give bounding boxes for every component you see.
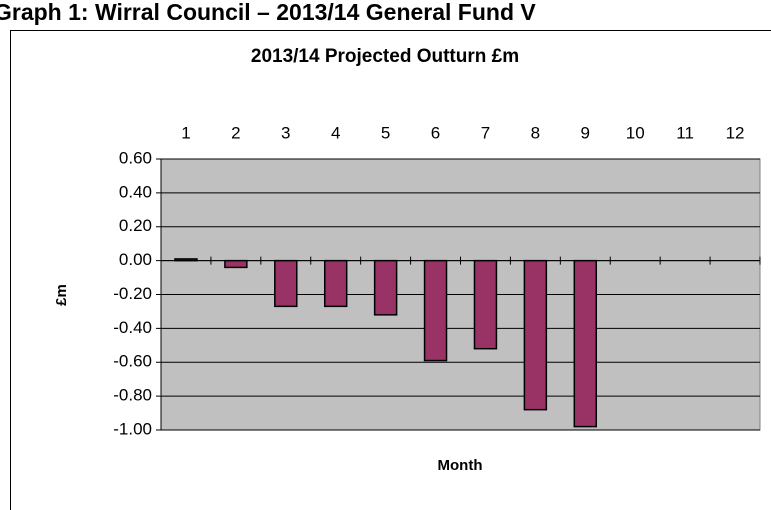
y-tick-label: -0.40 <box>113 318 152 337</box>
bar <box>573 259 598 428</box>
x-tick-label: 7 <box>481 123 490 142</box>
chart-title: 2013/14 Projected Outturn £m <box>251 46 519 67</box>
bar <box>274 259 298 308</box>
x-axis-label: Month <box>438 457 483 474</box>
x-tick-label: 5 <box>381 123 390 142</box>
y-tick-label: 0.00 <box>119 250 152 269</box>
y-tick-label: 0.60 <box>119 148 152 167</box>
bar <box>423 259 448 362</box>
x-tick-label: 8 <box>531 123 540 142</box>
x-tick-label: 3 <box>281 123 290 142</box>
bar <box>323 259 348 308</box>
x-tick-label: 4 <box>331 123 340 142</box>
y-tick-label: -0.20 <box>113 284 152 303</box>
y-tick-label: -0.80 <box>113 386 152 405</box>
y-tick-label: -0.60 <box>113 352 152 371</box>
x-tick-label: 10 <box>626 123 645 142</box>
bar <box>224 259 248 269</box>
y-axis-label: £m <box>53 284 70 306</box>
y-tick-label: 0.40 <box>119 182 152 201</box>
bar <box>523 259 548 411</box>
bar <box>373 259 398 316</box>
x-tick-label: 11 <box>676 123 694 142</box>
y-tick-label: 0.20 <box>119 216 152 235</box>
bar <box>473 259 498 350</box>
x-tick-label: 9 <box>581 123 590 142</box>
heading: Graph 1: Wirral Council – 2013/14 Genera… <box>0 0 536 25</box>
x-tick-label: 2 <box>231 123 240 142</box>
x-tick-label: 6 <box>431 123 440 142</box>
x-tick-label: 12 <box>726 123 745 142</box>
x-tick-label: 1 <box>181 123 190 142</box>
y-tick-label: -1.00 <box>113 419 152 438</box>
